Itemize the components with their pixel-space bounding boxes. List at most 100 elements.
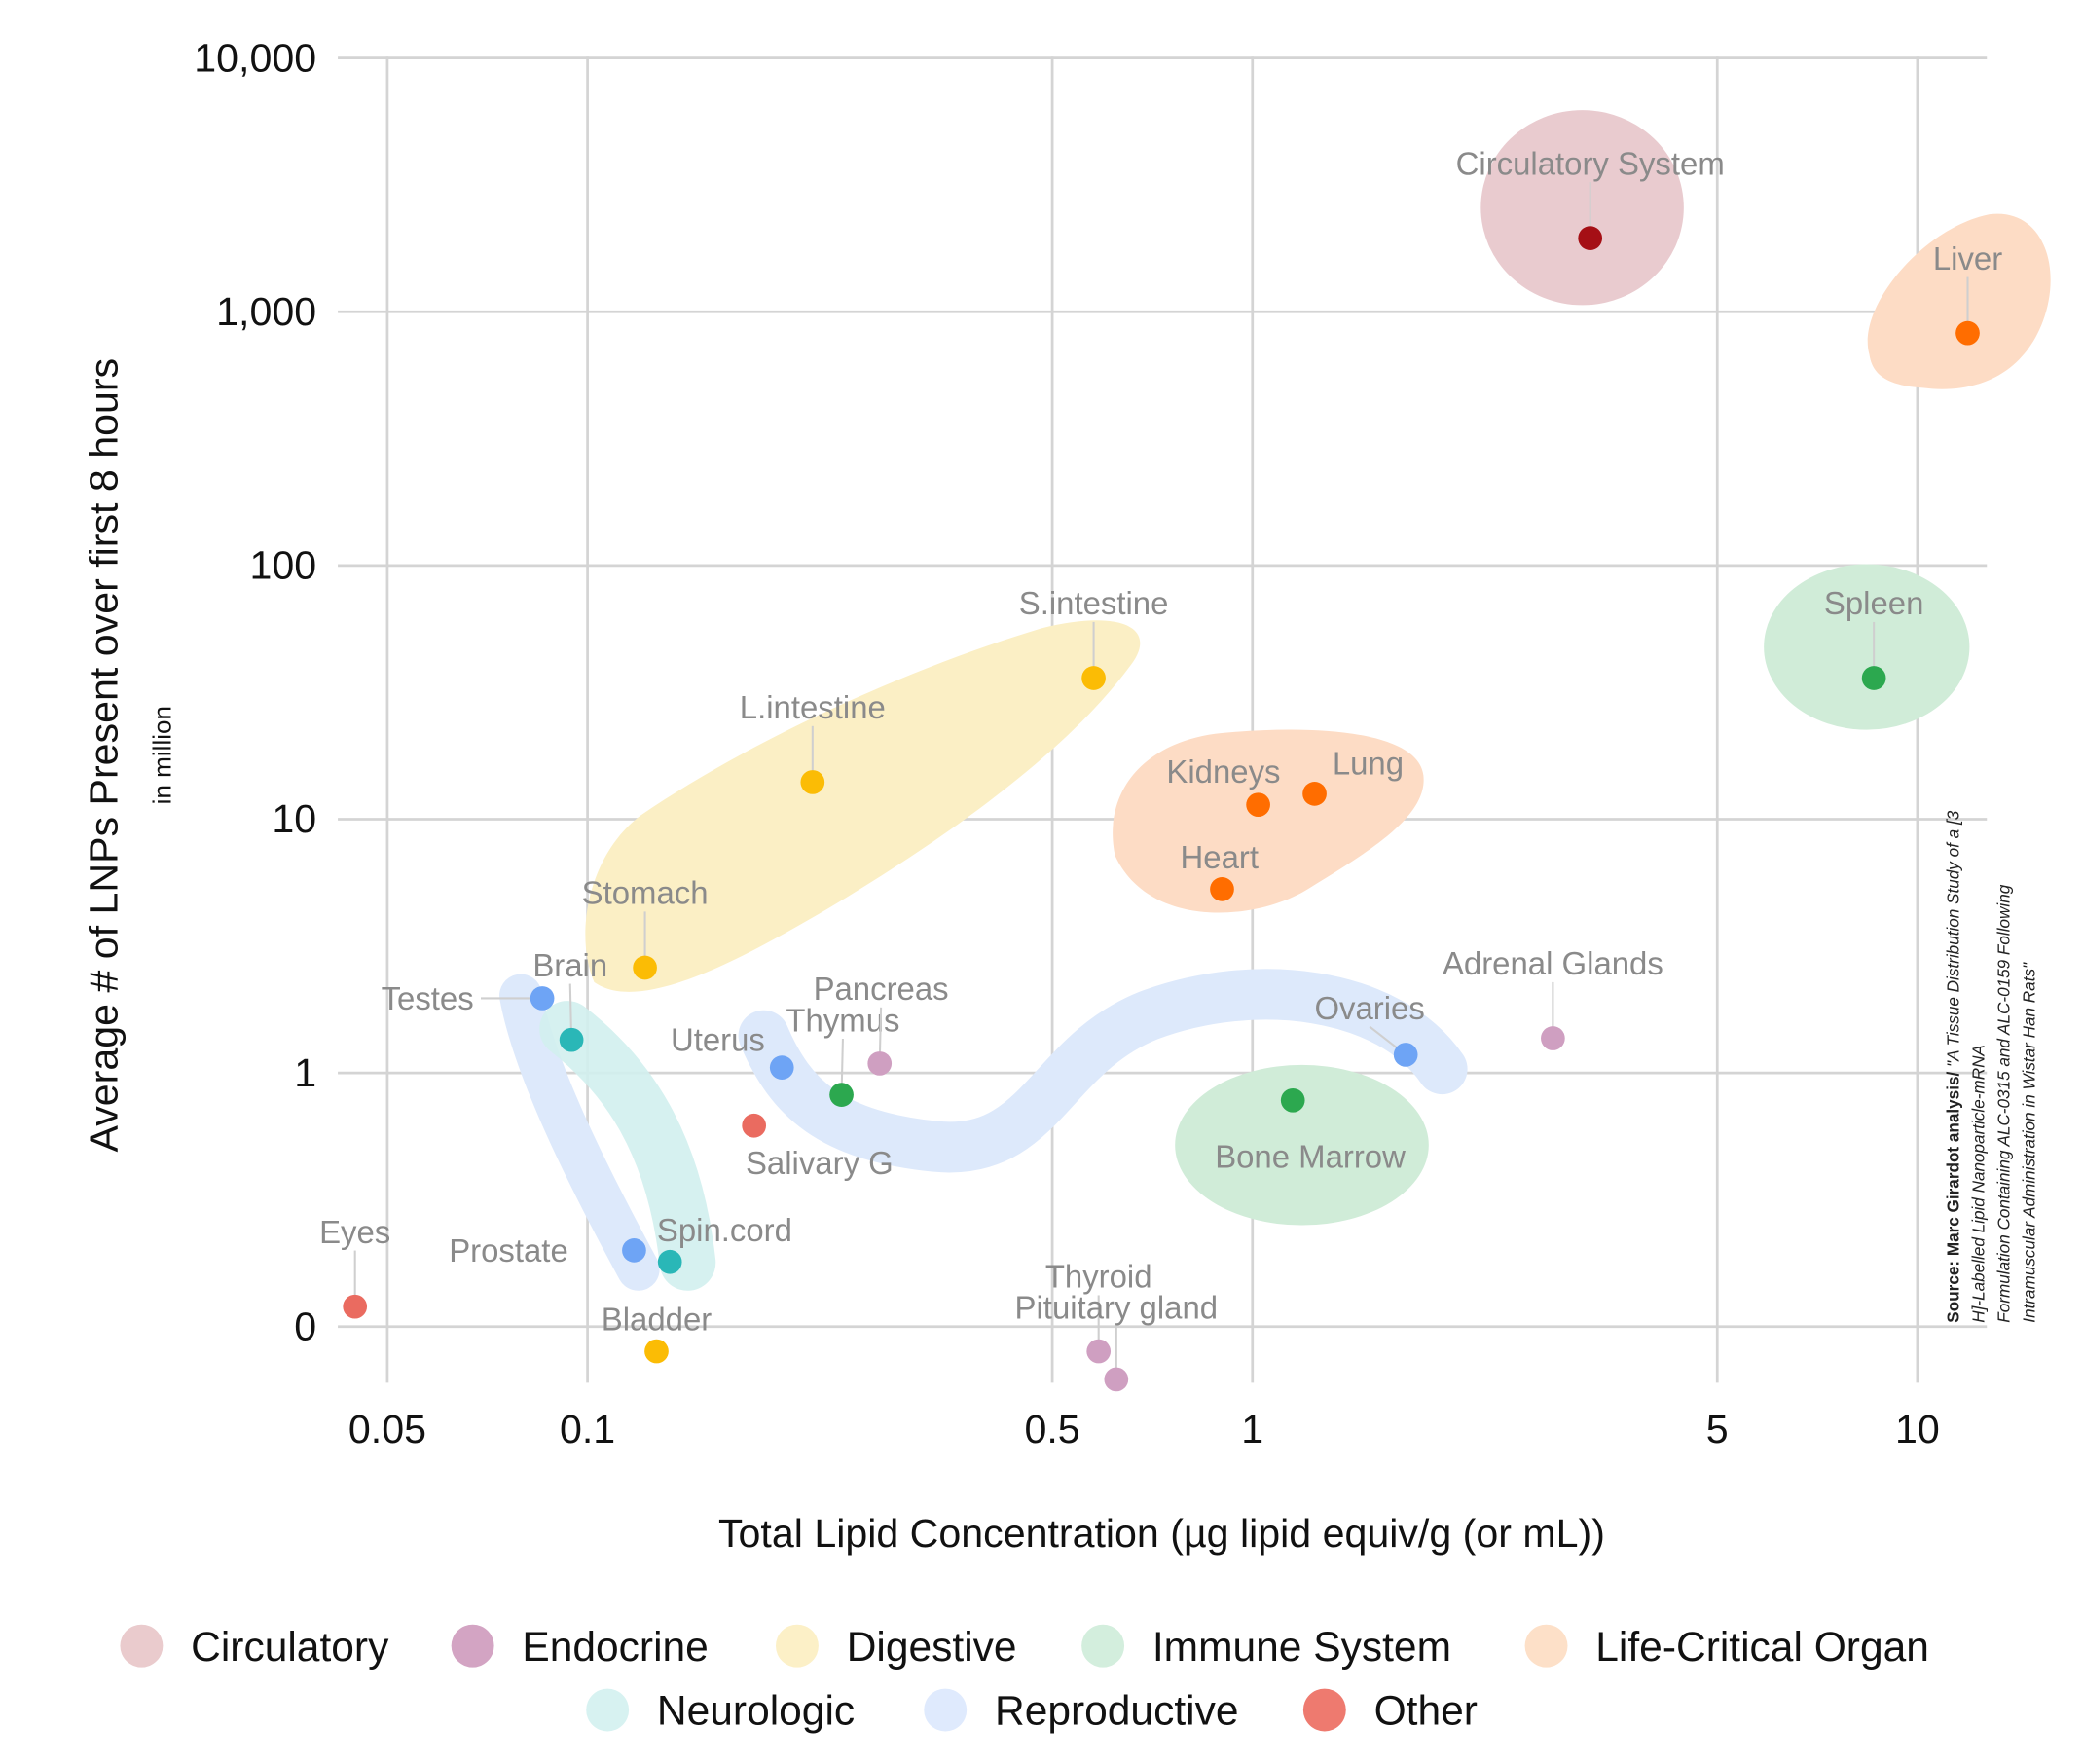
legend-swatch <box>1081 1624 1125 1668</box>
legend-item: Circulatory <box>120 1624 389 1671</box>
legend-label: Circulatory <box>191 1625 389 1671</box>
data-point <box>1086 1339 1112 1364</box>
y-axis-subtitle: in million <box>148 706 177 804</box>
region-liver <box>1867 213 2051 389</box>
source-author: Source: Marc Girardot analysis/ <box>1943 1072 1962 1323</box>
legend-label: Neurologic <box>657 1689 855 1735</box>
data-point-group: Spin.cord <box>657 1212 792 1274</box>
data-point <box>622 1238 646 1263</box>
data-label: Stomach <box>582 875 709 911</box>
y-tick-label: 1 <box>294 1050 316 1095</box>
legend-swatch <box>924 1688 968 1732</box>
data-label: Bladder <box>602 1302 712 1338</box>
data-point-group: L.intestine <box>740 689 886 794</box>
data-point-group: Pituitary gland <box>1015 1289 1219 1392</box>
data-point <box>1081 666 1106 690</box>
legend-item: Immune System <box>1081 1624 1451 1671</box>
legend-item: Other <box>1302 1688 1478 1735</box>
data-label: Thymus <box>786 1002 899 1038</box>
data-label: Spin.cord <box>657 1212 792 1248</box>
y-tick-label: 10 <box>272 796 316 841</box>
data-points: Circulatory System Liver Spleen S.intestine… <box>319 145 2002 1392</box>
legend-label: Immune System <box>1152 1625 1451 1671</box>
legend-swatch <box>451 1624 494 1668</box>
x-axis-title: Total Lipid Concentration (µg lipid equi… <box>718 1511 1605 1556</box>
legend-swatch <box>776 1624 819 1668</box>
data-point <box>800 770 825 794</box>
data-label: Uterus <box>671 1021 765 1057</box>
data-label: Prostate <box>449 1232 568 1268</box>
data-point <box>1861 666 1886 690</box>
data-label: Heart <box>1181 839 1259 875</box>
data-point-group: Prostate <box>449 1232 646 1268</box>
data-point <box>769 1055 794 1080</box>
data-point-group: Stomach <box>582 875 709 980</box>
y-tick-label: 100 <box>249 543 316 588</box>
data-point-group: Ovaries <box>1314 990 1425 1067</box>
legend-item: Neurologic <box>586 1688 855 1735</box>
data-point <box>657 1249 682 1274</box>
data-point <box>742 1113 767 1138</box>
category-regions <box>499 110 2051 1291</box>
data-point <box>633 955 657 980</box>
data-point <box>867 1051 893 1076</box>
svg-text:Source: Marc Girardot analysis: Source: Marc Girardot analysis/ "A Tissu… <box>1943 810 1962 1322</box>
data-label: Bone Marrow <box>1215 1138 1406 1174</box>
data-point <box>343 1294 368 1319</box>
x-tick-label: 1 <box>1241 1407 1263 1452</box>
source-line-4: Intramuscular Administration in Wistar H… <box>2020 962 2039 1323</box>
data-point-group: Lung <box>1302 745 1404 806</box>
legend-swatch <box>1302 1688 1346 1732</box>
data-point-group: Eyes <box>319 1214 390 1319</box>
legend: Circulatory Endocrine Digestive Immune Syst… <box>120 1624 1929 1735</box>
data-label: L.intestine <box>740 689 886 725</box>
data-label: Kidneys <box>1166 753 1280 790</box>
x-tick-label: 10 <box>1895 1407 1940 1452</box>
data-point-group: Thyroid <box>1045 1259 1152 1364</box>
legend-item: Endocrine <box>451 1624 709 1671</box>
data-point-group: Adrenal Glands <box>1443 945 1663 1050</box>
source-line-3: Formulation Containing ALC-0315 and ALC-… <box>1994 884 2014 1322</box>
legend-item: Digestive <box>776 1624 1017 1671</box>
legend-swatch <box>120 1624 164 1668</box>
legend-swatch <box>586 1688 630 1732</box>
data-point-group: Pancreas <box>814 971 949 1076</box>
data-point <box>1302 782 1327 806</box>
data-point <box>1210 877 1234 901</box>
data-point-group: Salivary G <box>742 1113 894 1181</box>
data-point-group: Uterus <box>671 1021 794 1080</box>
data-label: Spleen <box>1824 585 1923 621</box>
x-tick-label: 0.5 <box>1024 1407 1079 1452</box>
data-label: Pituitary gland <box>1015 1289 1219 1325</box>
legend-label: Digestive <box>847 1625 1017 1671</box>
region-reproductive-left <box>499 974 660 1291</box>
data-label: Lung <box>1333 745 1404 781</box>
legend-label: Life-Critical Organ <box>1595 1625 1929 1671</box>
source-line-1: "A Tissue Distribution Study of a [3 <box>1943 810 1962 1067</box>
data-point <box>1393 1043 1418 1067</box>
region-reproductive <box>738 969 1468 1173</box>
legend-label: Endocrine <box>522 1625 708 1671</box>
data-point <box>530 986 555 1011</box>
data-point-group: Kidneys <box>1166 753 1280 818</box>
data-label: Adrenal Glands <box>1443 945 1663 981</box>
y-tick-label: 0 <box>294 1305 316 1349</box>
y-tick-label: 1,000 <box>216 289 316 334</box>
region-neurologic <box>539 1001 716 1291</box>
data-label: Eyes <box>319 1214 390 1250</box>
data-label: Liver <box>1933 240 2002 276</box>
legend-label: Other <box>1374 1689 1478 1735</box>
data-point <box>1280 1087 1305 1113</box>
data-point <box>559 1027 584 1052</box>
data-point <box>1541 1026 1565 1050</box>
data-point-group: Liver <box>1933 240 2002 346</box>
data-label: Testes <box>382 980 474 1016</box>
data-point <box>829 1083 854 1107</box>
y-axis-title: Average # of LNPs Present over first 8 h… <box>82 358 127 1153</box>
data-label: Ovaries <box>1314 990 1424 1026</box>
x-tick-label: 0.05 <box>348 1407 426 1452</box>
x-tick-label: 0.1 <box>560 1407 615 1452</box>
data-label: Pancreas <box>814 971 949 1007</box>
data-point-group: S.intestine <box>1019 585 1168 690</box>
